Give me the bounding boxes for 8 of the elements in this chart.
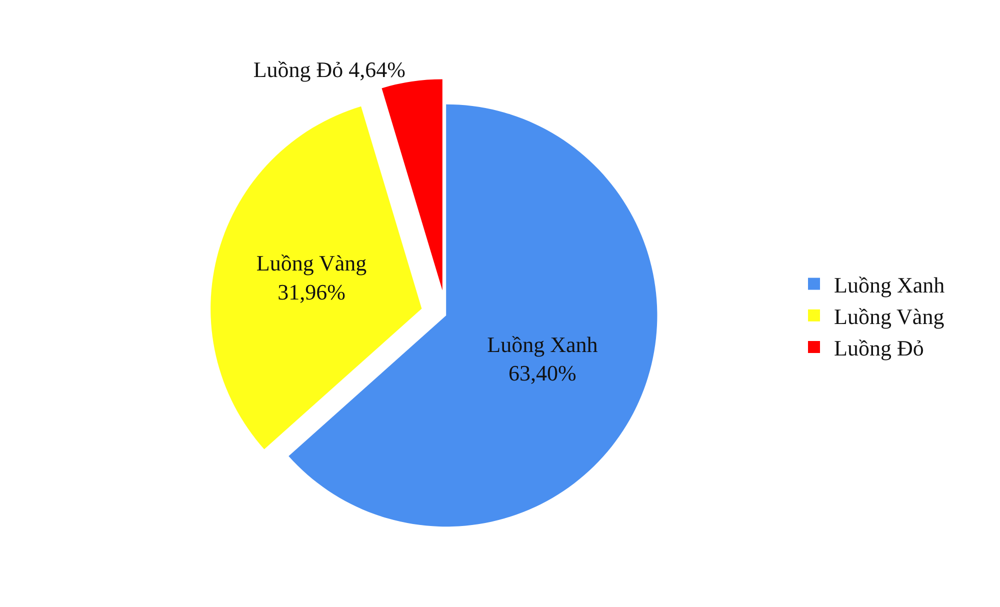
slice-label: Luồng Xanh	[487, 332, 598, 357]
category-label: Luồng Đỏ 4,64%	[253, 56, 406, 82]
legend-label: Luồng Vàng	[834, 304, 944, 329]
slice-label: Luồng Vàng	[256, 250, 367, 276]
data-label: 31,96%	[278, 279, 346, 304]
legend-label: Luồng Đỏ	[834, 336, 924, 361]
legend-label: Luồng Xanh	[834, 272, 945, 298]
data-label: 63,40%	[508, 360, 576, 386]
